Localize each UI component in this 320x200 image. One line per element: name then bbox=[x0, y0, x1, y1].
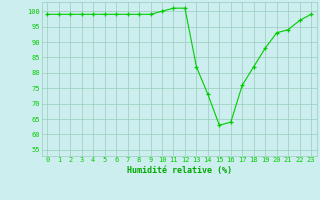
X-axis label: Humidité relative (%): Humidité relative (%) bbox=[127, 166, 232, 175]
